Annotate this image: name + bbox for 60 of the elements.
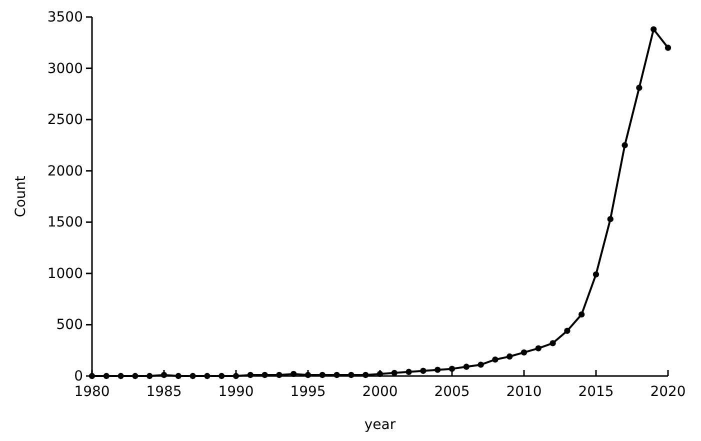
x-tick-label: 1995 [290, 384, 326, 400]
y-tick-label: 0 [74, 368, 83, 384]
point [218, 372, 225, 380]
point [664, 44, 672, 51]
y-axis-title: Count [13, 175, 29, 218]
point [636, 84, 642, 91]
point [592, 271, 600, 278]
y-tick-label: 1000 [47, 266, 83, 282]
y-tick-label: 500 [56, 317, 83, 334]
point [535, 345, 542, 352]
point [376, 370, 384, 378]
point [550, 340, 556, 346]
x-axis-title: year [364, 417, 396, 433]
y-tick-label: 3000 [47, 60, 83, 77]
point [348, 372, 354, 378]
point [492, 356, 498, 363]
point [578, 311, 585, 318]
point [118, 372, 124, 380]
point [434, 366, 441, 373]
point [190, 372, 196, 380]
point [506, 353, 513, 360]
y-tick-label: 2500 [47, 112, 83, 128]
point [262, 372, 268, 378]
point [334, 372, 340, 378]
x-tick-label: 2015 [578, 384, 614, 400]
y-tick-label: 1500 [47, 214, 83, 231]
point [607, 216, 614, 222]
point [478, 362, 484, 368]
point [391, 370, 398, 376]
y-tick-label: 3500 [47, 9, 83, 26]
x-tick-label: 1980 [74, 384, 110, 400]
point [175, 372, 182, 380]
point [247, 372, 254, 378]
point [650, 26, 657, 32]
point [420, 368, 426, 374]
y-tick-label: 2000 [47, 163, 83, 180]
point [132, 372, 138, 380]
point [319, 372, 326, 378]
point [448, 366, 456, 372]
point [146, 372, 153, 380]
point [232, 372, 240, 380]
point [160, 372, 168, 378]
x-tick-label: 1990 [218, 384, 254, 400]
point [362, 372, 369, 378]
point [520, 349, 528, 356]
point [406, 368, 412, 375]
point [622, 142, 628, 148]
x-tick-label: 1985 [146, 384, 182, 400]
x-tick-label: 2020 [650, 384, 686, 400]
point [204, 372, 210, 380]
x-tick-label: 2010 [506, 384, 542, 400]
point [304, 372, 312, 378]
point [88, 372, 96, 380]
point [103, 372, 110, 380]
x-tick-label: 2005 [434, 384, 470, 400]
point [564, 328, 570, 334]
point [276, 372, 282, 378]
x-tick-label: 2000 [362, 384, 398, 400]
point [463, 364, 470, 370]
point [290, 370, 297, 378]
